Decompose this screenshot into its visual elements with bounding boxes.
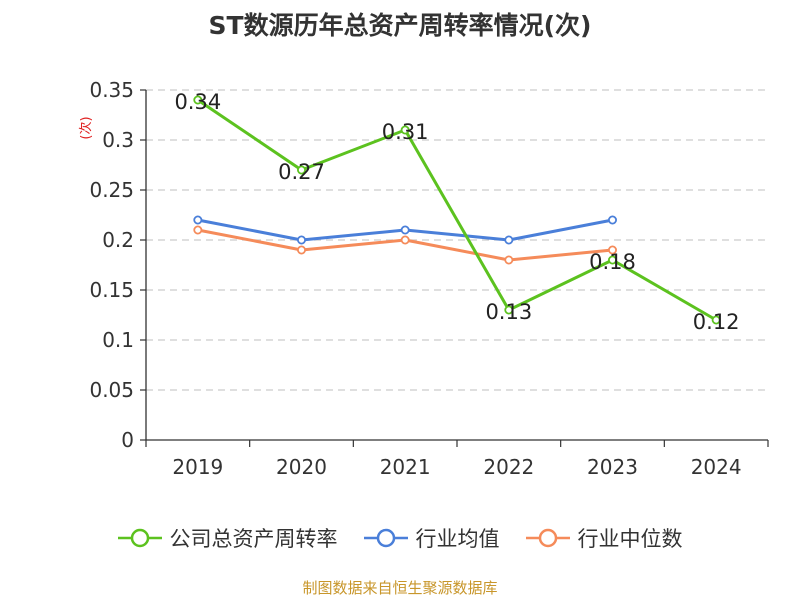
x-tick-label-2022: 2022: [483, 455, 534, 479]
data-point-s1-2020: [296, 235, 306, 245]
y-tick-label-4: 0.2: [102, 228, 134, 252]
legend-swatch-industry-median: [525, 528, 570, 548]
y-tick-label-7: 0.35: [89, 78, 134, 102]
data-point-s1-2019: [193, 215, 203, 225]
data-point-s1-2023: [608, 215, 618, 225]
data-label-2021: 0.31: [382, 120, 429, 144]
data-point-s1-2021: [400, 225, 410, 235]
x-tick-label-2021: 2021: [380, 455, 431, 479]
legend-item-industry-median[interactable]: 行业中位数: [525, 523, 683, 553]
chart-title: ST数源历年总资产周转率情况(次): [208, 11, 592, 40]
data-point-s0-2023: [608, 255, 618, 265]
data-label-2023: 0.18: [589, 250, 636, 274]
y-tick-label-2: 0.1: [102, 328, 134, 352]
data-point-s2-2022: [504, 255, 514, 265]
data-point-s2-2021: [400, 235, 410, 245]
legend-swatch-industry-mean: [363, 528, 408, 548]
data-point-s0-2019: [193, 95, 203, 105]
data-label-2020: 0.27: [278, 160, 325, 184]
data-point-s0-2021: [400, 125, 410, 135]
x-tick-label-2020: 2020: [276, 455, 327, 479]
legend-swatch-company: [117, 528, 162, 548]
y-tick-label-6: 0.3: [102, 128, 134, 152]
data-label-2019: 0.34: [174, 90, 221, 114]
legend: 公司总资产周转率 行业均值 行业中位数: [0, 518, 800, 558]
data-point-s0-2022: [504, 305, 514, 315]
source-note: 制图数据来自恒生聚源数据库: [302, 579, 498, 597]
y-tick-label-3: 0.15: [89, 278, 134, 302]
legend-label-industry-median: 行业中位数: [577, 527, 683, 551]
data-point-s2-2020: [296, 245, 306, 255]
series-line-2: [197, 228, 613, 262]
y-tick-label-5: 0.25: [89, 178, 134, 202]
data-point-s2-2019: [193, 225, 203, 235]
x-tick-label-2024: 2024: [691, 455, 742, 479]
data-point-s0-2020: [296, 165, 306, 175]
legend-item-company[interactable]: 公司总资产周转率: [117, 523, 338, 553]
y-tick-label-0: 0: [121, 428, 134, 452]
data-point-s1-2022: [504, 235, 514, 245]
legend-label-company: 公司总资产周转率: [169, 527, 338, 551]
x-tick-label-2019: 2019: [172, 455, 223, 479]
legend-label-industry-mean: 行业均值: [415, 527, 500, 551]
series-line-0: [196, 98, 717, 322]
y-axis-label: (次): [78, 116, 94, 139]
data-point-s0-2024: [711, 315, 721, 325]
data-label-2024: 0.12: [693, 310, 740, 334]
x-tick-label-2023: 2023: [587, 455, 638, 479]
data-point-s2-2023: [608, 245, 618, 255]
legend-item-industry-mean[interactable]: 行业均值: [363, 523, 500, 553]
y-tick-label-1: 0.05: [89, 378, 134, 402]
data-label-2022: 0.13: [485, 300, 532, 324]
